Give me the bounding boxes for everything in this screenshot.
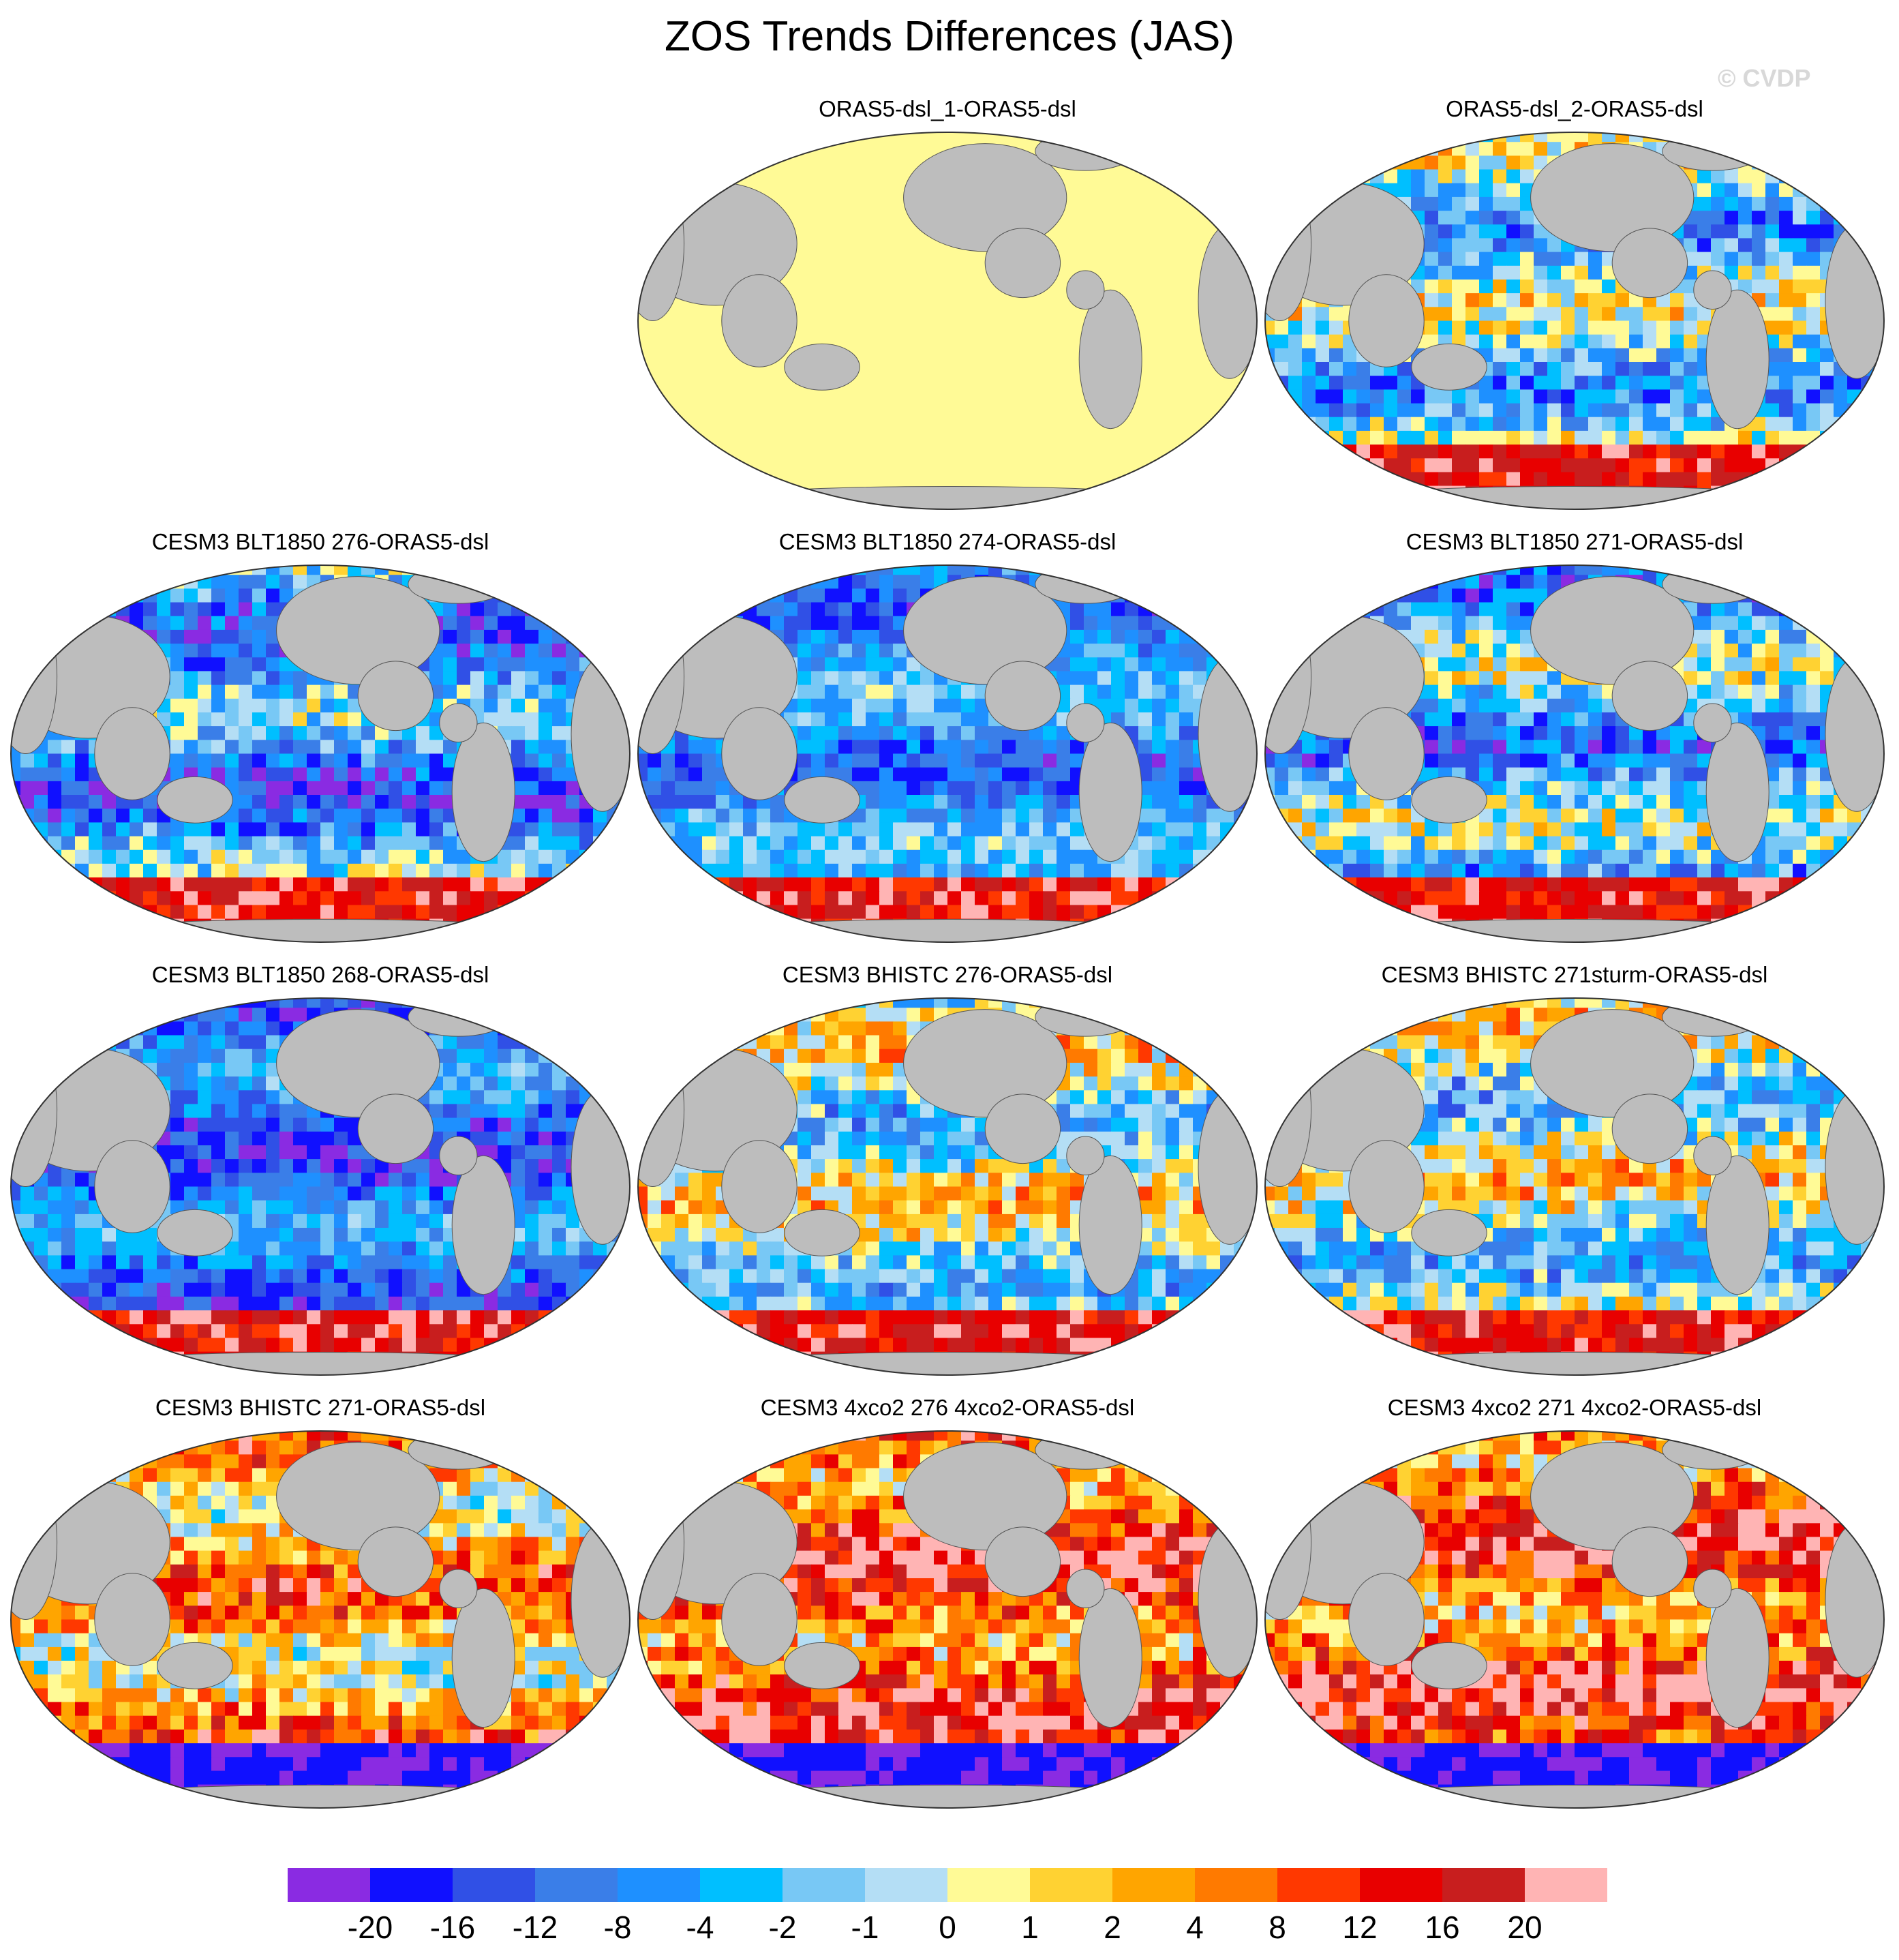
colorbar-tick-label: -16 [429,1910,476,1945]
colorbar-swatch [1525,1868,1607,1902]
colorbar-swatch [783,1868,866,1902]
panel-title: CESM3 BLT1850 276-ORAS5-dsl [151,529,489,554]
panel-title: CESM3 BHISTC 271sturm-ORAS5-dsl [1381,962,1768,987]
colorbar-swatch [618,1868,701,1902]
colorbar-swatch [1360,1868,1443,1902]
panel-title: CESM3 4xco2 276 4xco2-ORAS5-dsl [760,1395,1135,1420]
colorbar-tick-label: -2 [768,1910,797,1945]
global-ocean-map [10,564,631,943]
copyright-watermark: © CVDP [1718,64,1811,92]
map-panel: ORAS5-dsl_2-ORAS5-dsl [1261,95,1888,518]
map-panel: CESM3 4xco2 271 4xco2-ORAS5-dsl [1261,1394,1888,1817]
map-panel: CESM3 BLT1850 271-ORAS5-dsl [1261,528,1888,951]
colorbar-tick-label: -4 [686,1910,714,1945]
panel-title: ORAS5-dsl_1-ORAS5-dsl [819,96,1076,121]
map-panel: CESM3 BLT1850 268-ORAS5-dsl [7,961,634,1384]
colorbar-tick-label: 20 [1507,1910,1543,1945]
global-ocean-map [1264,564,1885,943]
colorbar-tick-label: 16 [1425,1910,1460,1945]
colorbar-swatch [1030,1868,1113,1902]
global-ocean-map [637,564,1258,943]
panel-title: CESM3 BHISTC 276-ORAS5-dsl [782,962,1113,987]
panel-title: CESM3 BHISTC 271-ORAS5-dsl [155,1395,486,1420]
colorbar-tick-label: -1 [851,1910,879,1945]
global-ocean-map [637,132,1258,510]
global-ocean-map [637,997,1258,1376]
map-panel: ORAS5-dsl_1-ORAS5-dsl [634,95,1261,518]
global-ocean-map [1264,132,1885,510]
panel-title: CESM3 BLT1850 268-ORAS5-dsl [151,962,489,987]
colorbar-swatch [865,1868,948,1902]
colorbar [288,1868,1607,1902]
global-ocean-map [1264,997,1885,1376]
colorbar-swatch [288,1868,371,1902]
panel-title: CESM3 BLT1850 274-ORAS5-dsl [778,529,1116,554]
colorbar-swatch [370,1868,453,1902]
map-panel: CESM3 BHISTC 276-ORAS5-dsl [634,961,1261,1384]
colorbar-tick-label: -12 [512,1910,558,1945]
panel-title: CESM3 4xco2 271 4xco2-ORAS5-dsl [1387,1395,1762,1420]
colorbar-tick-label: 4 [1186,1910,1204,1945]
map-panel: CESM3 BLT1850 276-ORAS5-dsl [7,528,634,951]
global-ocean-map [10,997,631,1376]
colorbar-swatch [1112,1868,1196,1902]
colorbar-tick-label: 1 [1021,1910,1039,1945]
global-ocean-map [637,1430,1258,1809]
colorbar-swatch [535,1868,618,1902]
colorbar-tick-label: -8 [603,1910,632,1945]
colorbar-tick-label: 8 [1268,1910,1286,1945]
map-panel: CESM3 BLT1850 274-ORAS5-dsl [634,528,1261,951]
colorbar-swatch [1277,1868,1361,1902]
global-ocean-map [1264,1430,1885,1809]
colorbar-swatch [700,1868,783,1902]
colorbar-tick-label: -20 [347,1910,393,1945]
panel-title: ORAS5-dsl_2-ORAS5-dsl [1446,96,1703,121]
global-ocean-map [10,1430,631,1809]
colorbar-tick-label: 12 [1342,1910,1378,1945]
colorbar-swatch [1442,1868,1525,1902]
colorbar-swatch [453,1868,536,1902]
colorbar-swatch [1195,1868,1278,1902]
colorbar-tick-label: 0 [939,1910,956,1945]
colorbar-tick-label: 2 [1104,1910,1121,1945]
colorbar-swatch [947,1868,1031,1902]
panel-title: CESM3 BLT1850 271-ORAS5-dsl [1406,529,1744,554]
map-panel: CESM3 BHISTC 271-ORAS5-dsl [7,1394,634,1817]
map-panel: CESM3 BHISTC 271sturm-ORAS5-dsl [1261,961,1888,1384]
map-panel: CESM3 4xco2 276 4xco2-ORAS5-dsl [634,1394,1261,1817]
figure-title: ZOS Trends Differences (JAS) [664,13,1235,60]
